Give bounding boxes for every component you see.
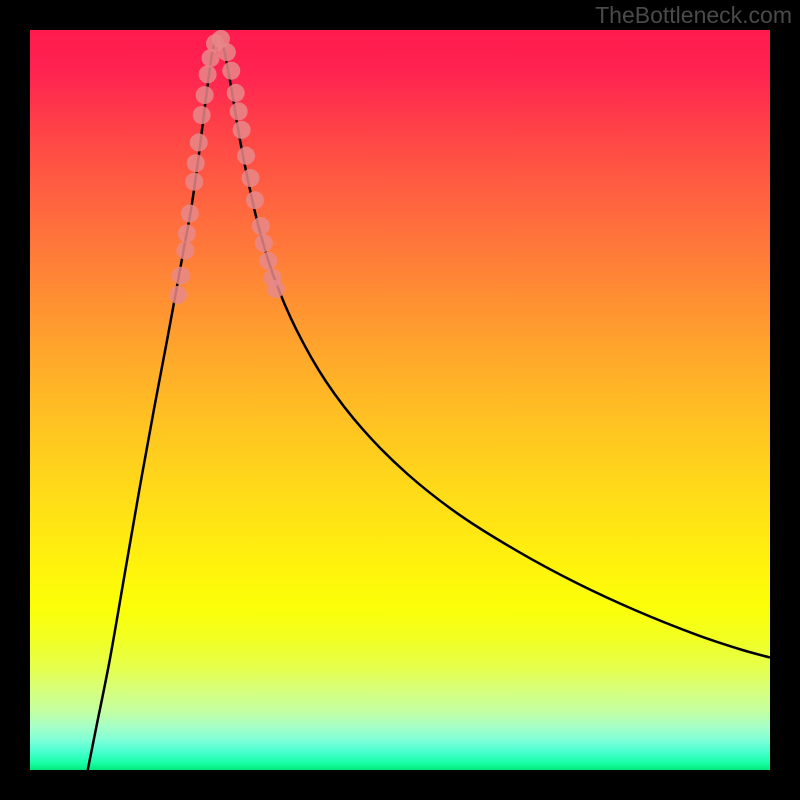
data-marker bbox=[255, 234, 273, 252]
chart-svg bbox=[30, 30, 770, 770]
data-marker bbox=[187, 154, 205, 172]
data-marker bbox=[237, 147, 255, 165]
data-marker bbox=[199, 65, 217, 83]
data-marker bbox=[252, 217, 270, 235]
data-marker bbox=[218, 43, 236, 61]
data-marker bbox=[172, 267, 190, 285]
data-marker bbox=[190, 133, 208, 151]
data-marker bbox=[178, 225, 196, 243]
data-marker bbox=[222, 62, 240, 80]
gradient-background bbox=[30, 30, 770, 770]
data-marker bbox=[176, 242, 194, 260]
data-marker bbox=[181, 205, 199, 223]
watermark-text: TheBottleneck.com bbox=[595, 2, 792, 29]
data-marker bbox=[233, 121, 251, 139]
data-marker bbox=[196, 86, 214, 104]
data-marker bbox=[185, 173, 203, 191]
bottleneck-chart bbox=[30, 30, 770, 770]
data-marker bbox=[169, 286, 187, 304]
data-marker bbox=[267, 280, 285, 298]
data-marker bbox=[230, 102, 248, 120]
data-marker bbox=[259, 252, 277, 270]
data-marker bbox=[246, 191, 264, 209]
data-marker bbox=[227, 84, 245, 102]
data-marker bbox=[193, 106, 211, 124]
data-marker bbox=[242, 169, 260, 187]
